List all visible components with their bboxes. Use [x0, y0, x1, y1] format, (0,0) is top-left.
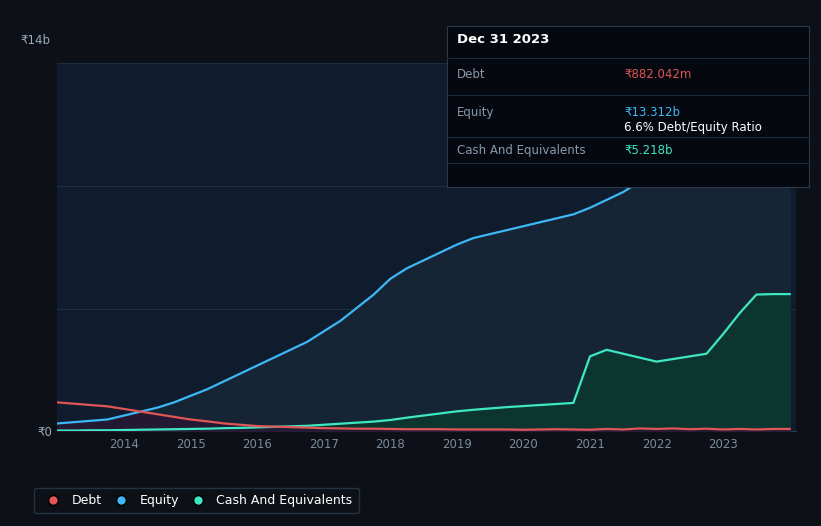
Text: ₹13.312b: ₹13.312b	[624, 106, 680, 119]
Text: Cash And Equivalents: Cash And Equivalents	[457, 144, 586, 157]
Text: Debt: Debt	[457, 68, 486, 81]
Legend: Debt, Equity, Cash And Equivalents: Debt, Equity, Cash And Equivalents	[34, 488, 359, 513]
Text: Equity: Equity	[457, 106, 495, 119]
Text: ₹5.218b: ₹5.218b	[624, 144, 672, 157]
Text: ₹14b: ₹14b	[21, 34, 51, 47]
Text: ₹882.042m: ₹882.042m	[624, 68, 691, 81]
Text: Dec 31 2023: Dec 31 2023	[457, 33, 550, 46]
Text: 6.6% Debt/Equity Ratio: 6.6% Debt/Equity Ratio	[624, 122, 762, 135]
